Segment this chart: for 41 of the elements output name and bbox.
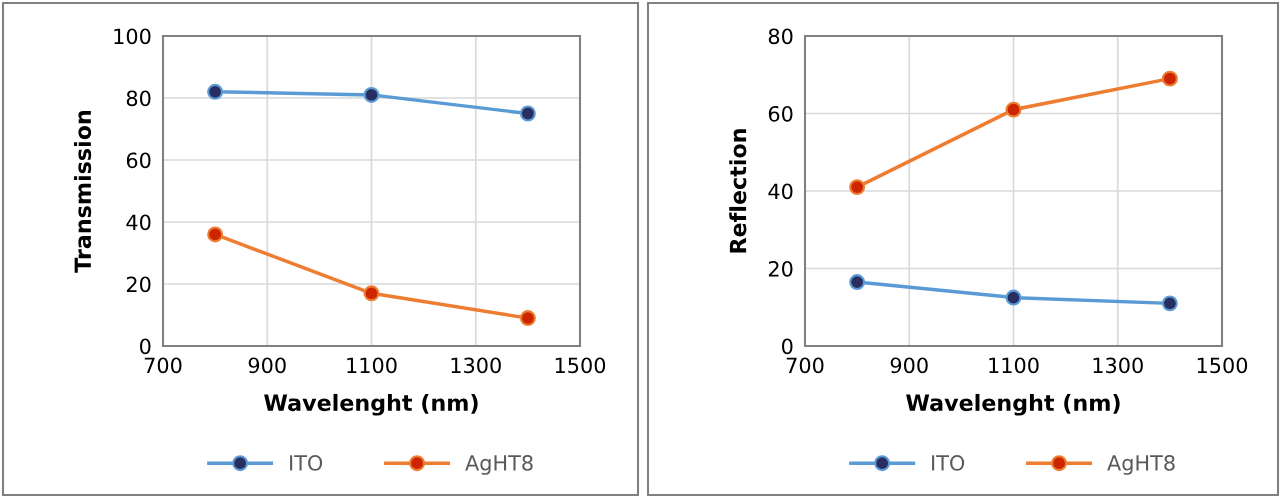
x-axis-title: Wavelenght (nm) — [264, 393, 478, 416]
point — [207, 83, 224, 100]
y-tick-label: 60 — [768, 105, 793, 122]
y-tick-label: 0 — [140, 338, 151, 355]
point — [519, 105, 536, 122]
x-tick-label: 1300 — [1093, 357, 1143, 374]
y-tick-label: 100 — [114, 28, 151, 45]
y-tick-label: 40 — [768, 183, 793, 200]
legend-label: ITO — [932, 455, 965, 471]
x-tick-label: 1500 — [555, 357, 606, 374]
x-tick-label: 1100 — [989, 357, 1039, 374]
x-tick-label: 700 — [786, 357, 824, 374]
x-tick-label: 1500 — [1197, 357, 1248, 374]
y-tick-label: 20 — [768, 260, 793, 277]
point — [1161, 295, 1178, 312]
x-tick-label: 700 — [144, 357, 182, 374]
point — [363, 285, 380, 302]
x-tick-label: 1100 — [347, 357, 397, 374]
legend-label: ITO — [290, 455, 323, 471]
x-tick-label: 900 — [890, 357, 928, 374]
x-tick-label: 900 — [248, 357, 286, 374]
legend-label: AgHT8 — [465, 455, 533, 475]
point — [849, 179, 866, 196]
y-tick-label: 0 — [782, 338, 793, 355]
y-axis-title: Reflection — [729, 129, 747, 253]
y-tick-label: 40 — [126, 214, 151, 231]
point — [363, 86, 380, 103]
y-tick-label: 80 — [768, 28, 793, 45]
point — [207, 226, 224, 243]
y-tick-label: 80 — [126, 90, 151, 107]
legend-label: AgHT8 — [1107, 455, 1175, 475]
y-tick-label: 60 — [126, 152, 151, 169]
x-axis-title: Wavelenght (nm) — [906, 393, 1120, 416]
y-axis-title: Transmission — [73, 110, 92, 273]
point — [1161, 70, 1178, 87]
point — [1005, 101, 1022, 118]
point — [849, 274, 866, 291]
point — [1005, 289, 1022, 306]
point — [519, 310, 536, 327]
x-tick-label: 1300 — [451, 357, 501, 374]
y-tick-label: 20 — [126, 276, 151, 293]
